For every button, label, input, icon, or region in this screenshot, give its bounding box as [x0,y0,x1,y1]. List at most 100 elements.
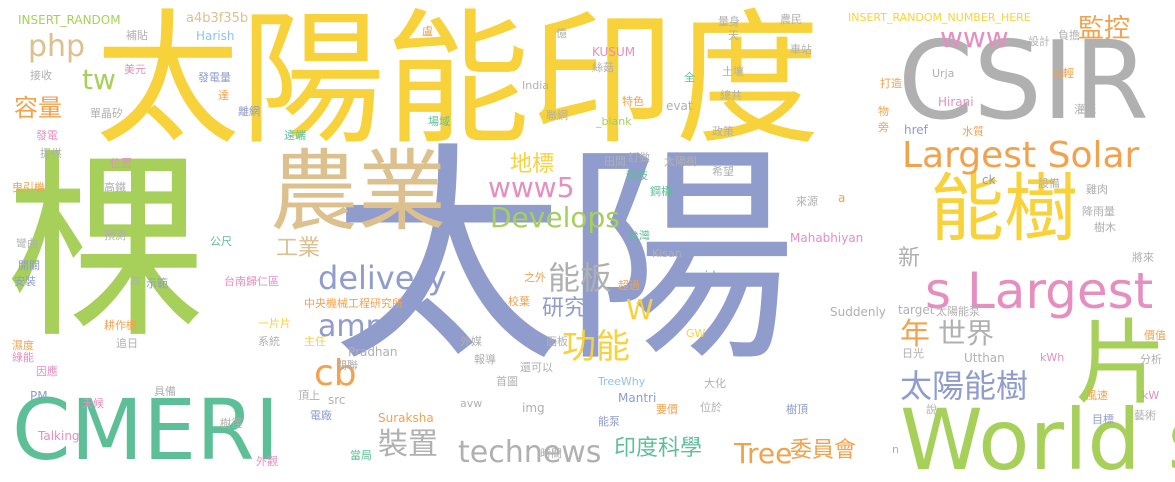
word-kw: kW [1142,389,1160,402]
word-harish: Harish [196,29,235,43]
word-yanjiu: 研究 [542,296,587,321]
word-gaotie: 高鐵 [104,181,126,194]
word-kaiguan: 開關 [18,259,40,272]
word-butie: 補貼 [126,29,148,42]
word-yipianpian: 一片片 [258,317,291,330]
word-shuo: 說 [926,403,937,416]
word-urja: Urja [932,67,955,80]
word-tianhou: 天候 [82,397,104,410]
word-zhuren: 主任 [304,335,326,348]
word-taiyangshu: 太陽樹 [664,155,697,168]
word-talking: Talking [38,429,80,443]
word-worlds: World s [900,391,1175,482]
word-ck: ck [982,173,996,187]
word-fenxi: 分析 [1140,353,1162,366]
word-jirou: 雞肉 [1086,183,1108,196]
word-jianqing: 減輕 [1052,67,1074,80]
word-nongye: 農業 [270,140,447,243]
word-shebei: 設備 [1038,177,1060,190]
word-xin: 新 [898,246,921,271]
word-mahabhiyan: Mahabhiyan [790,231,864,245]
word-turang: 土壤 [722,65,744,78]
word-weiyuanhui: 委員會 [790,438,857,463]
word-yuce: 預測 [104,229,126,242]
word-dingzuo: 訂做 [628,151,650,164]
word-www5: www5 [488,171,575,204]
word-mubiao: 目標 [1092,413,1114,426]
word-wu: 物 [878,105,889,118]
word-sigu: 絲菇 [592,61,614,74]
word-nian: 年 [900,317,930,352]
word-treewhy: TreeWhy [598,375,646,388]
word-amp: amp [318,309,385,344]
word-yi: 億 [556,27,567,40]
word-technews: technews [458,435,602,470]
word-tianjian: 田間 [604,155,626,168]
word-www: www [940,21,1009,54]
word-chaoguo: 超過 [618,279,640,292]
word-blank: _blank [596,115,632,128]
word-dahua: 大化 [704,377,726,390]
word-utthan: Utthan [964,351,1005,365]
word-shijian: 時間 [540,447,562,460]
word-gongneng: 功能 [562,327,630,367]
word-shuizhi: 水質 [962,125,984,138]
word-a4b3f35b: a4b3f35b [186,11,249,26]
word-yeyinji: 曳引機 [12,181,45,194]
word-anzhuang: 安裝 [14,275,36,288]
word-chezhan: 車站 [790,43,812,56]
word-zhuangzhi: 裝置 [378,427,438,462]
word-xitong: 系統 [258,335,280,348]
word-jubei: 具備 [154,385,176,398]
word-lianwang: 聯網 [546,109,568,122]
word-cb: cb [314,353,357,394]
word-gongchi: 公尺 [210,235,232,248]
word-insert-random-number-here: INSERT_RANDOM_NUMBER_HERE [848,11,1031,24]
word-guangai: 灌溉 [1074,103,1096,116]
word-fadianliang: 發電量 [198,71,231,84]
word-yishu: 藝術 [1134,409,1156,422]
word-avw: avw [460,397,483,410]
word-lu: 盧 [422,25,433,38]
word-jiankong: 監控 [1078,14,1131,44]
word-shumu: 樹木 [1094,221,1116,234]
word-zhuiri: 追日 [116,337,138,350]
word-gengzuoji: 耕作機 [104,319,137,332]
word-n: n [892,443,899,456]
word-hirani: Hirani [938,95,974,109]
word-xiaoye: 校葉 [508,295,530,308]
word-quan: 全 [684,71,695,84]
word-shoutu: 首圖 [496,375,518,388]
word-pradhan: Pradhan [348,345,398,359]
word-dibiao: 地標 [510,152,555,177]
word-weizhi: 位置 [110,157,132,170]
word-tian: 天 [728,29,739,42]
word-mianban: 面板 [546,335,568,348]
word-src: src [328,393,346,407]
word-riguang: 日光 [902,347,924,360]
word-danjingxi: 單晶矽 [90,107,123,120]
word-kusum: KUSUM [592,45,636,59]
word-cmeri-cn: 中央機械工程研究所 [304,297,403,310]
word-w: W [626,293,654,326]
word-jiazhi: 價值 [1144,329,1166,342]
word-laiyuan: 來源 [796,195,818,208]
word-href: href [904,123,928,137]
word-develops: Develops [490,201,620,234]
word-pian: 片 [1075,310,1168,417]
word-tese: 特色 [622,95,644,108]
word-da: 達 [218,89,229,102]
word-fudan: 負擔 [1058,29,1080,42]
word-cmeri: CMERI [12,381,280,479]
word-meiyuan: 美元 [124,63,146,76]
word-tree: Tree [734,437,793,470]
word-lvneng: 綠能 [12,351,34,364]
word-xiwang: 希望 [712,165,734,178]
word-liwang: 離網 [238,105,260,118]
word-gao: 高 [130,275,141,288]
word-waimei: 外媒 [460,335,482,348]
word-a: a [838,191,846,205]
word-gongye: 工業 [276,236,321,261]
word-nongmin: 農民 [780,13,802,26]
